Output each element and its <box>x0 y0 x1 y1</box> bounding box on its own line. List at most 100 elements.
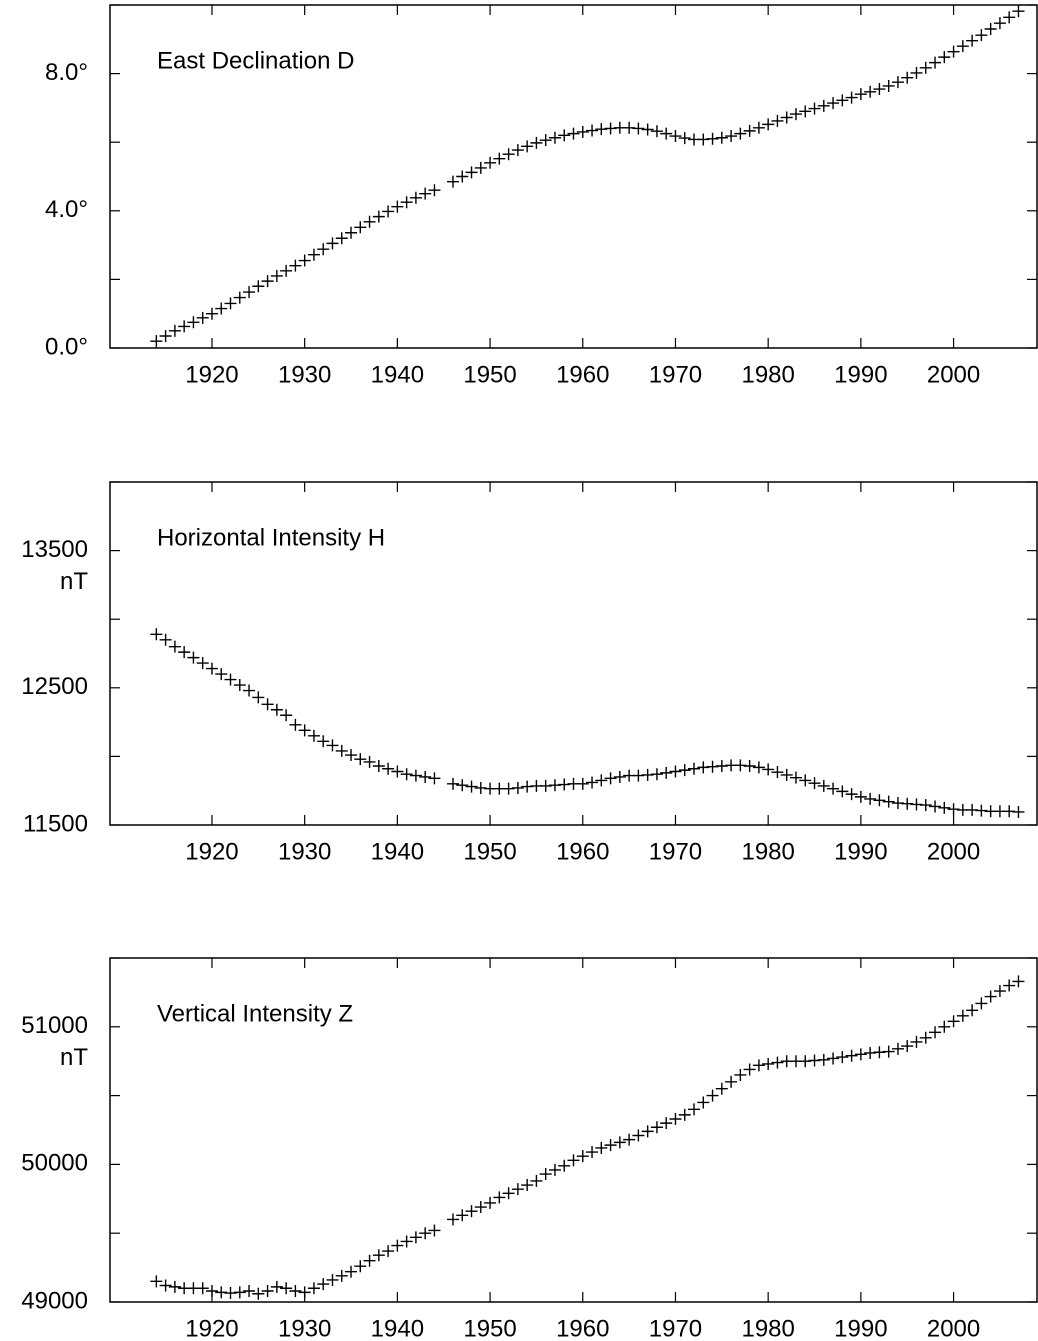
data-point <box>196 657 209 670</box>
data-point <box>178 646 191 659</box>
data-point <box>539 134 552 147</box>
data-point <box>511 144 524 157</box>
data-point <box>474 1201 487 1214</box>
data-point <box>252 691 265 704</box>
data-point <box>168 640 181 653</box>
data-point <box>752 121 765 134</box>
data-point <box>307 729 320 742</box>
data-point <box>382 762 395 775</box>
data-point <box>799 105 812 118</box>
data-point <box>354 221 367 234</box>
data-point <box>493 152 506 165</box>
data-point <box>901 1040 914 1053</box>
data-point <box>650 1121 663 1134</box>
data-point <box>363 1254 376 1267</box>
data-point <box>326 1273 339 1286</box>
data-point <box>993 17 1006 30</box>
data-point <box>576 125 589 138</box>
data-point <box>307 1282 320 1295</box>
data-point <box>966 34 979 47</box>
data-point <box>938 51 951 64</box>
data-point <box>363 215 376 228</box>
x-tick-label: 1970 <box>649 838 702 865</box>
data-point <box>326 237 339 250</box>
data-point <box>771 114 784 127</box>
y-tick-label: 8.0° <box>45 59 88 86</box>
x-tick-label: 2000 <box>927 838 980 865</box>
data-point <box>660 1117 673 1130</box>
data-point <box>484 156 497 169</box>
data-point <box>873 794 886 807</box>
data-point <box>660 127 673 140</box>
y-tick-label: 12500 <box>21 673 88 700</box>
data-point <box>938 801 951 814</box>
data-point <box>910 66 923 79</box>
data-point <box>326 739 339 752</box>
data-point <box>335 744 348 757</box>
data-point <box>484 1196 497 1209</box>
data-point <box>474 161 487 174</box>
data-point <box>428 772 441 785</box>
data-point <box>168 324 181 337</box>
data-point <box>391 765 404 778</box>
data-point <box>817 779 830 792</box>
y-tick-label: 50000 <box>21 1150 88 1177</box>
y-tick-label: 0.0° <box>45 333 88 360</box>
data-point <box>715 131 728 144</box>
data-point <box>270 269 283 282</box>
data-point <box>725 1075 738 1088</box>
x-tick-label: 1940 <box>371 1315 424 1341</box>
data-point <box>725 130 738 143</box>
data-point <box>762 118 775 131</box>
data-point <box>168 1280 181 1293</box>
x-tick-label: 1980 <box>741 838 794 865</box>
data-point <box>446 777 459 790</box>
data-point <box>762 1057 775 1070</box>
data-point <box>586 1146 599 1159</box>
data-point <box>243 1284 256 1297</box>
data-point <box>289 718 302 731</box>
plot-frame <box>109 957 1038 1303</box>
data-point <box>901 71 914 84</box>
data-point <box>641 123 654 136</box>
y-tick-label: 4.0° <box>45 196 88 223</box>
data-point <box>409 1231 422 1244</box>
data-point <box>882 795 895 808</box>
data-point <box>521 140 534 153</box>
data-point <box>446 175 459 188</box>
data-point <box>956 1009 969 1022</box>
data-point <box>335 232 348 245</box>
data-point <box>150 1275 163 1288</box>
data-point <box>345 1265 358 1278</box>
data-point <box>919 61 932 74</box>
data-point <box>280 264 293 277</box>
data-point <box>465 1205 478 1218</box>
x-tick-label: 1950 <box>463 361 516 388</box>
data-point <box>613 770 626 783</box>
data-point <box>539 1168 552 1181</box>
data-point <box>613 1136 626 1149</box>
data-point <box>780 111 793 124</box>
x-tick-label: 1960 <box>556 838 609 865</box>
data-point <box>910 1035 923 1048</box>
data-point <box>456 1209 469 1222</box>
data-point <box>984 990 997 1003</box>
data-point <box>419 1227 432 1240</box>
data-point <box>743 124 756 137</box>
data-point <box>576 777 589 790</box>
x-tick-label: 1940 <box>371 838 424 865</box>
y-tick-label: 13500 <box>21 536 88 563</box>
data-point <box>947 45 960 58</box>
data-point <box>345 749 358 762</box>
x-tick-label: 1960 <box>556 1315 609 1341</box>
data-point <box>836 94 849 107</box>
data-point <box>456 170 469 183</box>
x-tick-label: 1990 <box>834 1315 887 1341</box>
data-point <box>697 1096 710 1109</box>
data-point <box>984 23 997 36</box>
data-point <box>391 1239 404 1252</box>
data-point <box>632 122 645 135</box>
data-point <box>817 1053 830 1066</box>
data-point <box>511 1183 524 1196</box>
x-tick-label: 1920 <box>185 838 238 865</box>
